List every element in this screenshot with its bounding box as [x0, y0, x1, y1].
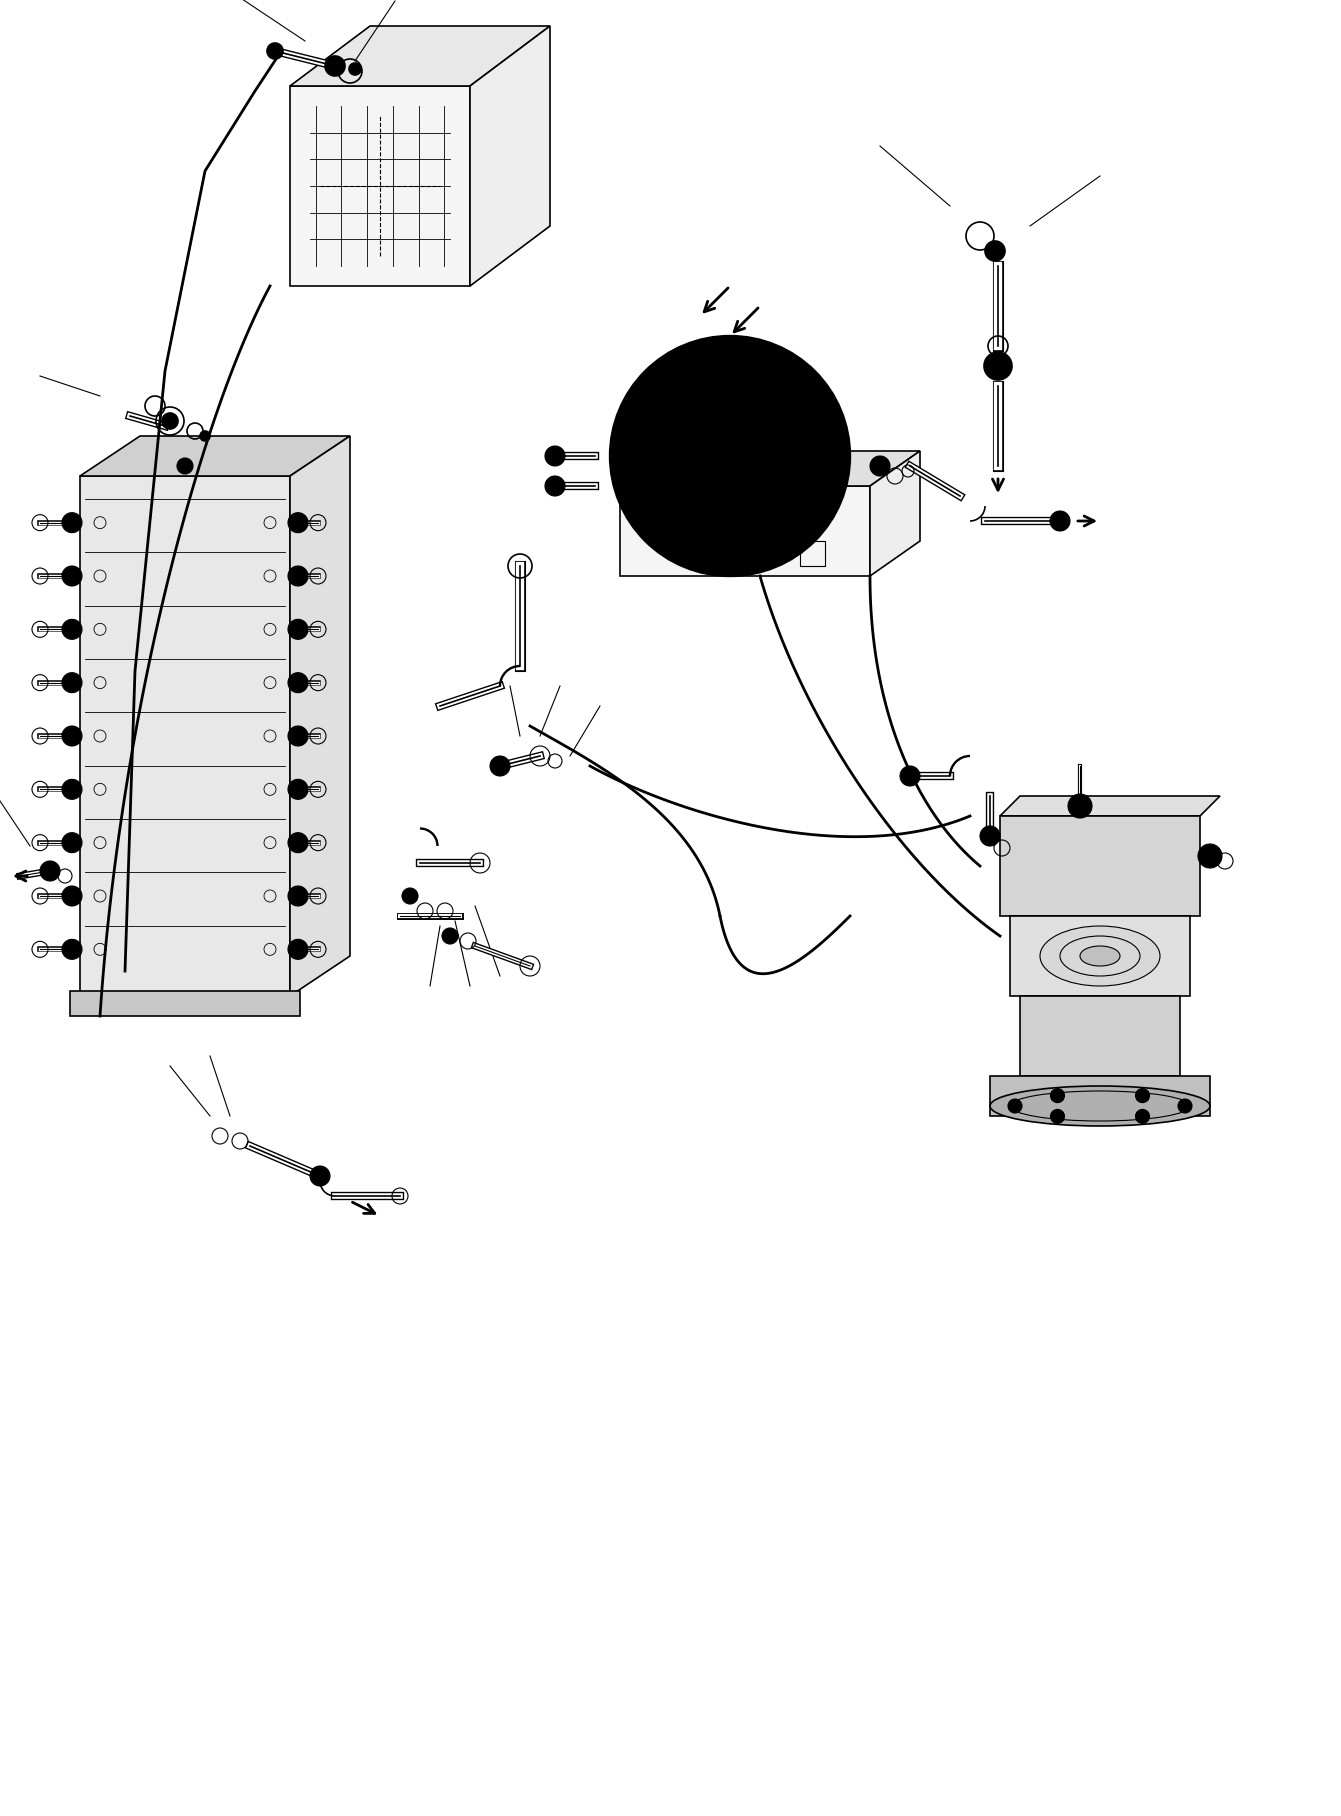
- Circle shape: [1008, 1099, 1022, 1113]
- Polygon shape: [1000, 795, 1220, 815]
- Polygon shape: [290, 436, 350, 995]
- Circle shape: [544, 447, 565, 467]
- Circle shape: [267, 44, 283, 58]
- Circle shape: [986, 242, 1004, 262]
- Polygon shape: [620, 487, 870, 576]
- Polygon shape: [70, 992, 300, 1015]
- Circle shape: [791, 383, 803, 394]
- Circle shape: [1136, 1110, 1149, 1124]
- Polygon shape: [620, 450, 920, 487]
- Circle shape: [544, 476, 565, 496]
- Circle shape: [288, 672, 308, 692]
- Circle shape: [791, 518, 803, 528]
- Ellipse shape: [1080, 946, 1120, 966]
- Circle shape: [724, 354, 736, 367]
- Polygon shape: [469, 25, 550, 285]
- Polygon shape: [1000, 815, 1200, 915]
- Circle shape: [62, 672, 82, 692]
- Circle shape: [62, 886, 82, 906]
- Circle shape: [288, 886, 308, 906]
- Circle shape: [489, 755, 510, 775]
- Circle shape: [288, 726, 308, 746]
- Circle shape: [1198, 844, 1222, 868]
- Circle shape: [288, 619, 308, 639]
- Circle shape: [162, 412, 178, 429]
- Circle shape: [657, 383, 669, 394]
- Circle shape: [62, 726, 82, 746]
- Polygon shape: [870, 450, 920, 576]
- Circle shape: [288, 779, 308, 799]
- Circle shape: [62, 512, 82, 532]
- Polygon shape: [80, 476, 290, 995]
- Circle shape: [288, 567, 308, 587]
- Circle shape: [1136, 1088, 1149, 1102]
- Circle shape: [984, 352, 1012, 380]
- Circle shape: [62, 939, 82, 959]
- Circle shape: [288, 512, 308, 532]
- Circle shape: [325, 56, 345, 76]
- Circle shape: [62, 619, 82, 639]
- Circle shape: [62, 567, 82, 587]
- Circle shape: [62, 834, 82, 854]
- Circle shape: [200, 430, 211, 441]
- Circle shape: [40, 861, 60, 881]
- Circle shape: [657, 518, 669, 528]
- Polygon shape: [990, 1077, 1210, 1117]
- Circle shape: [1050, 510, 1070, 530]
- Circle shape: [288, 939, 308, 959]
- Circle shape: [724, 545, 736, 558]
- Circle shape: [1067, 794, 1092, 817]
- Polygon shape: [80, 436, 350, 476]
- Polygon shape: [1021, 995, 1180, 1077]
- Circle shape: [819, 450, 831, 461]
- Circle shape: [1050, 1110, 1065, 1124]
- Circle shape: [629, 450, 641, 461]
- Polygon shape: [1010, 915, 1189, 995]
- Circle shape: [900, 766, 920, 786]
- Ellipse shape: [990, 1086, 1210, 1126]
- Circle shape: [1177, 1099, 1192, 1113]
- Circle shape: [177, 458, 193, 474]
- Polygon shape: [290, 85, 469, 285]
- Circle shape: [62, 779, 82, 799]
- Circle shape: [715, 441, 746, 470]
- Circle shape: [610, 336, 850, 576]
- Circle shape: [288, 834, 308, 854]
- Circle shape: [402, 888, 418, 904]
- Polygon shape: [290, 25, 550, 85]
- Circle shape: [1050, 1088, 1065, 1102]
- Ellipse shape: [1041, 926, 1160, 986]
- Circle shape: [980, 826, 1000, 846]
- Circle shape: [349, 64, 361, 74]
- Circle shape: [310, 1166, 330, 1186]
- Circle shape: [870, 456, 890, 476]
- Bar: [801, 541, 825, 567]
- Circle shape: [443, 928, 459, 944]
